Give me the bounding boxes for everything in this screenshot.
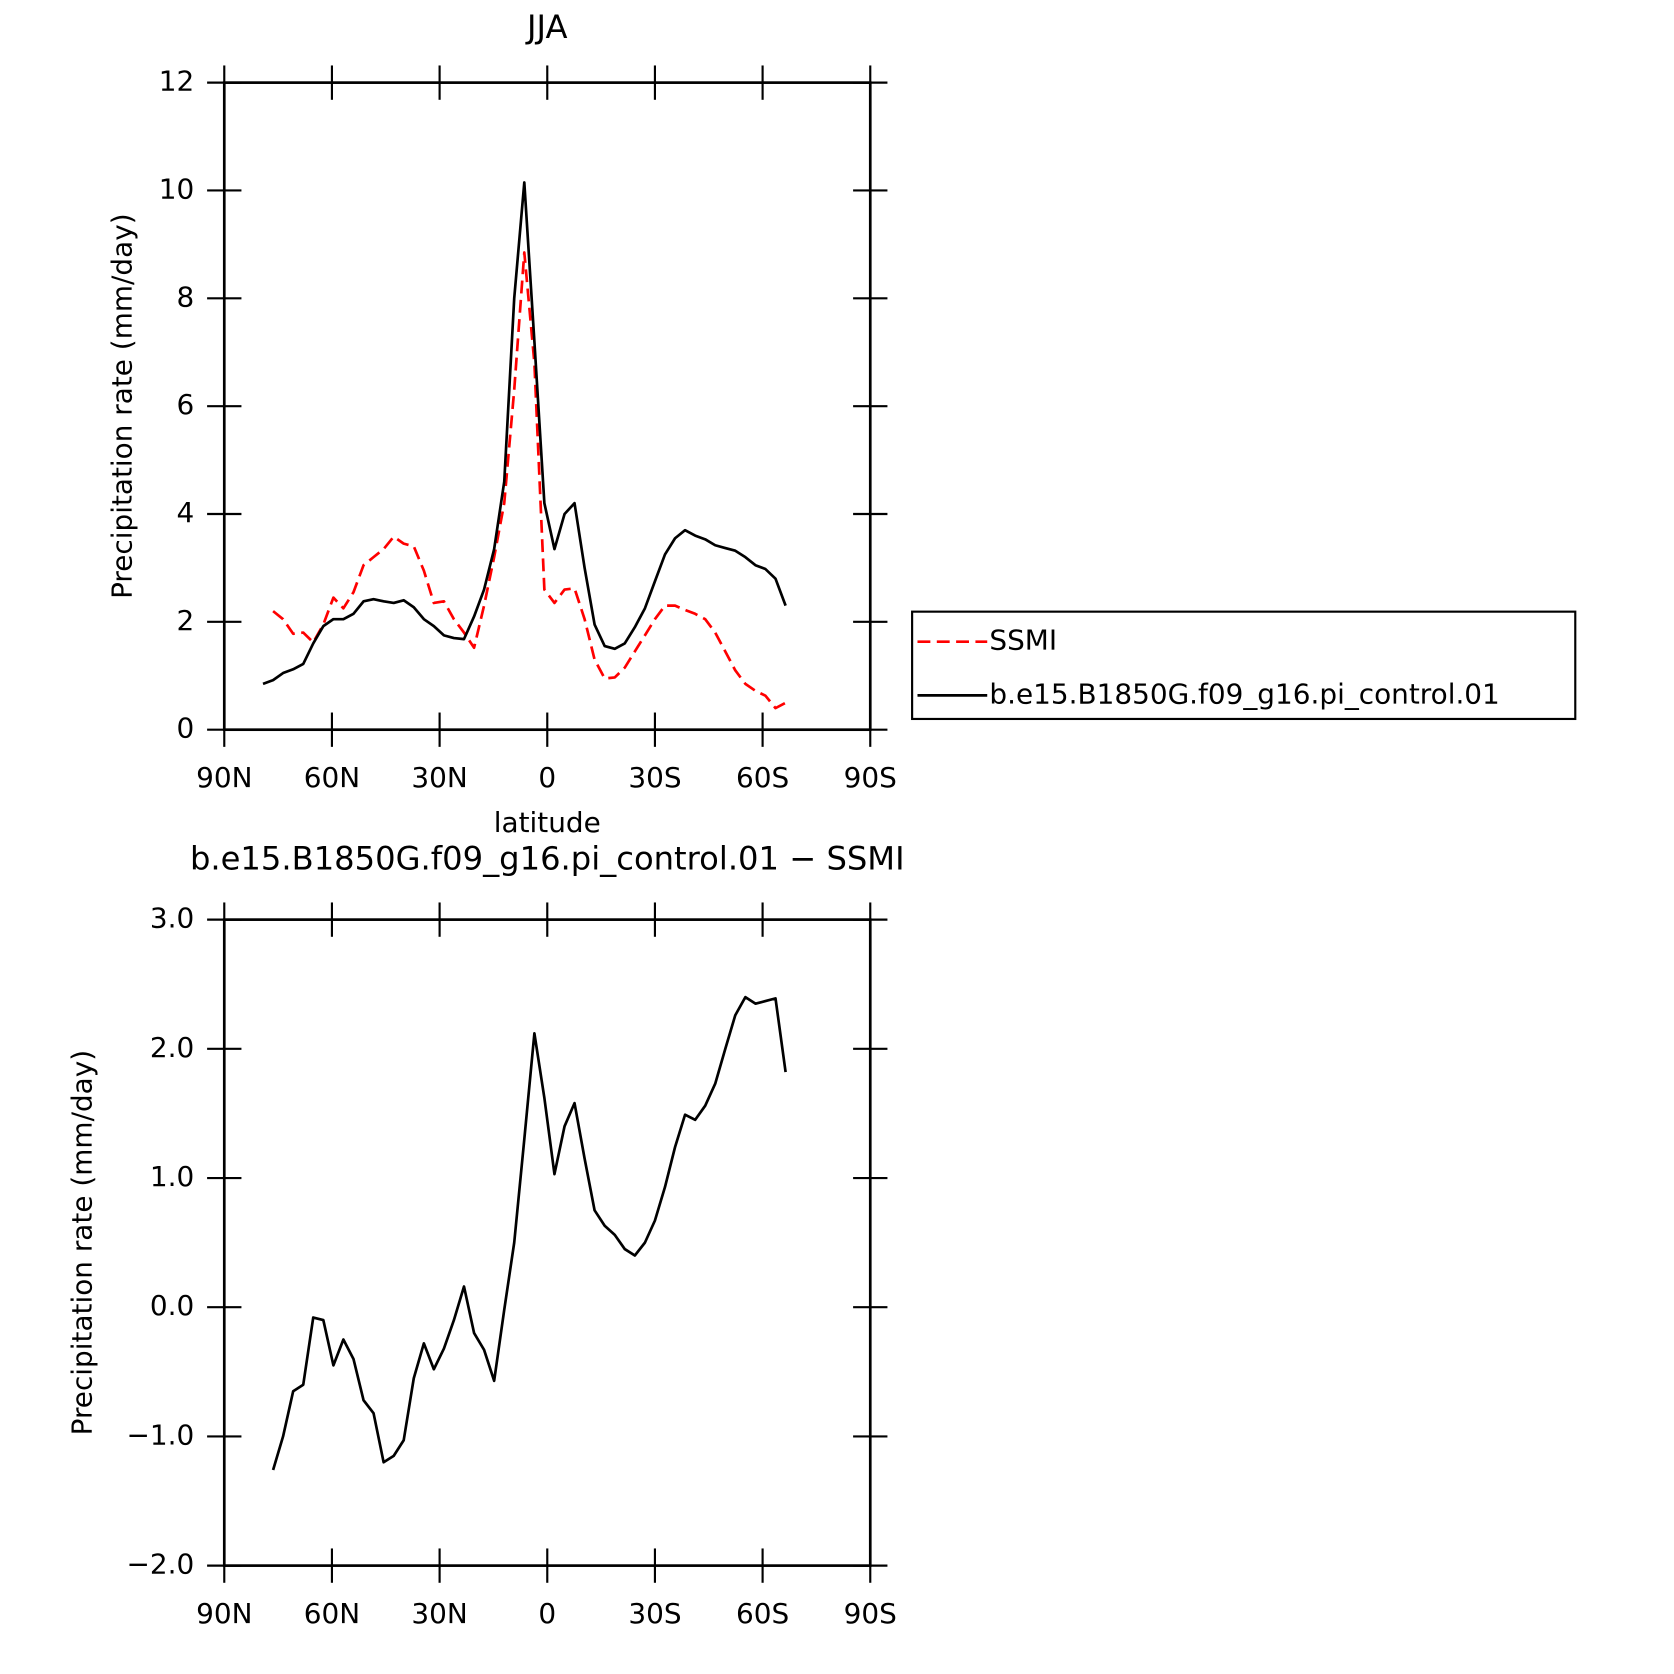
chart-title: JJA <box>525 8 567 46</box>
x-tick-label: 30N <box>411 761 467 794</box>
x-tick-label: 60N <box>304 761 360 794</box>
y-tick-label: 2.0 <box>150 1031 194 1064</box>
legend-box <box>911 610 1577 721</box>
x-tick-label: 0 <box>538 761 556 794</box>
y-tick-label: 4 <box>176 496 194 529</box>
x-tick-label: 0 <box>538 1597 556 1630</box>
y-axis-label: Precipitation rate (mm/day) <box>105 213 138 599</box>
x-tick-label: 60S <box>736 761 789 794</box>
x-tick-label: 30S <box>628 761 681 794</box>
data-line <box>272 251 787 710</box>
x-axis-label: latitude <box>494 1672 601 1674</box>
x-tick-label: 30S <box>628 1597 681 1630</box>
chart-title: b.e15.B1850G.f09_g16.pi_control.01 − SSM… <box>190 840 905 878</box>
x-tick-label: 90N <box>196 761 252 794</box>
data-line <box>271 995 787 1471</box>
y-tick-label: 10 <box>159 172 195 205</box>
y-tick-label: 3.0 <box>150 902 194 935</box>
legend-label: b.e15.B1850G.f09_g16.pi_control.01 <box>989 677 1499 710</box>
x-tick-label: 90S <box>844 1597 897 1630</box>
legend-label: SSMI <box>989 624 1057 657</box>
x-tick-label: 60N <box>304 1597 360 1630</box>
plot-frame <box>222 918 872 1567</box>
plot-frame <box>222 81 872 732</box>
x-tick-label: 30N <box>411 1597 467 1630</box>
x-tick-label: 60S <box>736 1597 789 1630</box>
x-axis-label: latitude <box>494 806 601 839</box>
data-line <box>262 181 787 686</box>
y-tick-label: 12 <box>159 65 195 98</box>
y-tick-label: −2.0 <box>126 1548 194 1581</box>
y-tick-label: −1.0 <box>126 1418 194 1451</box>
y-tick-label: 1.0 <box>150 1160 194 1193</box>
y-tick-label: 8 <box>176 280 194 313</box>
y-axis-label: Precipitation rate (mm/day) <box>66 1050 99 1436</box>
y-tick-label: 0.0 <box>150 1289 194 1322</box>
y-tick-label: 6 <box>176 388 194 421</box>
y-tick-label: 2 <box>176 604 194 637</box>
x-tick-label: 90S <box>844 761 897 794</box>
y-tick-label: 0 <box>176 712 194 745</box>
x-tick-label: 90N <box>196 1597 252 1630</box>
